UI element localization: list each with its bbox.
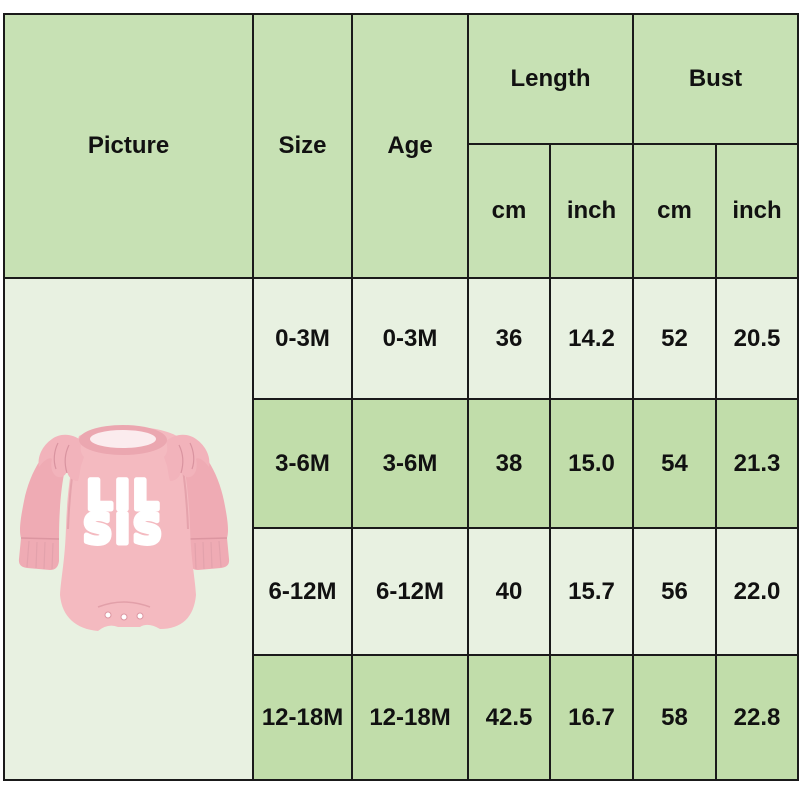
bust-inch-cell: 21.3 (715, 398, 800, 529)
header-bust: Bust (632, 13, 800, 145)
age-cell: 6-12M (351, 527, 469, 656)
left-ruffle-pleats (53, 442, 70, 474)
length-inch-cell: 15.0 (548, 398, 635, 529)
header-length-inch: inch (548, 143, 635, 279)
right-ruffle-pleats (177, 442, 194, 474)
length-inch-cell: 16.7 (548, 654, 635, 781)
bust-inch-cell: 22.8 (715, 654, 800, 781)
bust-cm-cell: 54 (632, 398, 718, 529)
bust-inch-cell: 22.0 (715, 527, 800, 656)
bust-cm-cell: 56 (632, 527, 718, 656)
product-photo: LIL SIS (6, 418, 251, 640)
size-chart-table: Picture Size Age Length Bust cm inch cm … (3, 13, 800, 781)
header-length-cm: cm (467, 143, 551, 279)
romper-print-line1: LIL (86, 473, 161, 519)
bust-inch-cell: 20.5 (715, 277, 800, 400)
table-row-12-18m: 12-18M 12-18M 42.5 16.7 58 22.8 (4, 654, 800, 781)
size-cell: 3-6M (252, 398, 353, 529)
header-size: Size (252, 13, 353, 279)
size-cell: 12-18M (252, 654, 353, 781)
size-cell: 0-3M (252, 277, 353, 400)
header-picture: Picture (3, 13, 254, 279)
bust-cm-cell: 58 (632, 654, 718, 781)
table-row-0-3m: LIL SIS 0-3M 0-3M 36 14.2 52 20.5 (3, 277, 800, 781)
romper-print-line2: SIS (83, 507, 165, 553)
length-cm-cell: 38 (467, 398, 551, 529)
age-cell: 0-3M (351, 277, 469, 400)
snap-buttons (104, 611, 143, 621)
header-row-units: cm inch cm inch (4, 143, 800, 279)
header-age: Age (351, 13, 469, 279)
header-bust-cm: cm (632, 143, 718, 279)
table-row-3-6m: 3-6M 3-6M 38 15.0 54 21.3 (4, 398, 800, 529)
table-row-6-12m: 6-12M 6-12M 40 15.7 56 22.0 (4, 527, 800, 656)
age-cell: 12-18M (351, 654, 469, 781)
header-length: Length (466, 13, 635, 145)
length-inch-cell: 15.7 (548, 527, 635, 656)
age-cell: 3-6M (351, 398, 469, 529)
bust-cm-cell: 52 (632, 277, 718, 400)
romper-body (59, 427, 196, 631)
length-inch-cell: 14.2 (548, 277, 635, 400)
left-cuff-ribbing (25, 540, 54, 570)
size-cell: 6-12M (252, 527, 353, 656)
crotch-seam (97, 601, 150, 608)
right-shoulder-ruffle (163, 434, 209, 481)
right-cuff-ribbing (193, 540, 222, 570)
product-picture-cell: LIL SIS (3, 277, 254, 781)
header-row-top: Picture Size Age Length Bust (3, 13, 800, 279)
length-cm-cell: 40 (467, 527, 551, 656)
left-shoulder-ruffle (38, 434, 84, 481)
length-cm-cell: 42.5 (467, 654, 551, 781)
romper-illustration: LIL SIS (18, 425, 229, 631)
length-cm-cell: 36 (467, 277, 551, 400)
header-bust-inch: inch (715, 143, 800, 279)
